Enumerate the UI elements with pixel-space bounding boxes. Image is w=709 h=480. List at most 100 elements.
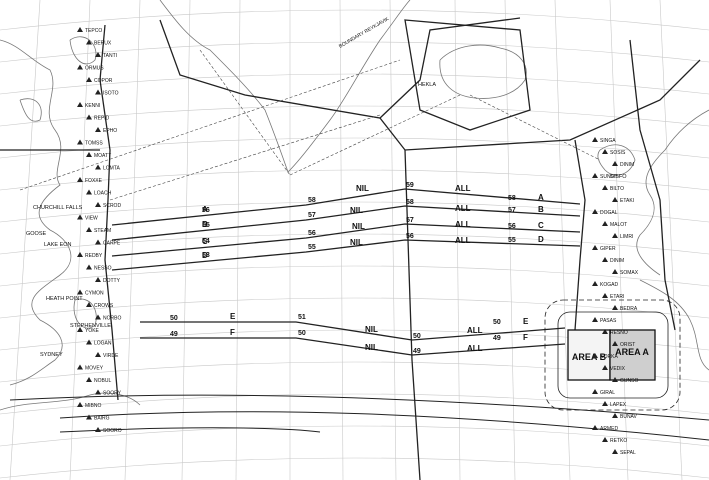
fix-east-label: GIRAL bbox=[600, 390, 615, 396]
fix-west-marker bbox=[95, 352, 101, 357]
fix-west-marker bbox=[86, 189, 92, 195]
fix-west-label: SOORY bbox=[103, 391, 122, 397]
fix-west-label: BERUX bbox=[94, 41, 112, 47]
track-d-entry-lat: 56 bbox=[406, 233, 414, 240]
nil-label-b: NIL bbox=[350, 206, 363, 215]
fix-west-marker bbox=[77, 364, 83, 370]
coastline-west bbox=[0, 36, 141, 411]
area-zones bbox=[544, 299, 681, 411]
track-d-west-lat: 53 bbox=[202, 252, 210, 259]
fix-east-label: SINGA bbox=[600, 138, 616, 144]
fix-east-marker bbox=[602, 149, 608, 154]
fix-east-marker bbox=[612, 269, 618, 274]
fix-west-label: TEPCO bbox=[85, 28, 102, 34]
fix-west-marker bbox=[77, 252, 83, 257]
track-e-line bbox=[140, 321, 566, 341]
fix-east-label: VEDIX bbox=[610, 366, 626, 372]
fix-east-marker bbox=[602, 293, 608, 298]
fix-east-marker bbox=[592, 209, 598, 214]
fix-east-label: LIMRI bbox=[620, 234, 633, 240]
fix-west-marker bbox=[86, 152, 92, 157]
fix-east-label: ETAKI bbox=[620, 198, 634, 204]
fix-west-label: TANTI bbox=[103, 53, 117, 59]
fix-west-label: NOBUL bbox=[94, 378, 111, 384]
track-b-line bbox=[111, 205, 581, 241]
all-label-c: ALL bbox=[455, 220, 471, 229]
fix-east-label: DOGAL bbox=[600, 210, 618, 216]
nil-label-d: NIL bbox=[350, 238, 363, 247]
track-a-east-lat: 58 bbox=[508, 195, 516, 202]
fix-east-label: BILTO bbox=[610, 186, 624, 192]
fix-east-marker bbox=[612, 305, 618, 310]
fix-west-label: KENNI bbox=[85, 103, 100, 109]
fix-west-marker bbox=[95, 277, 101, 282]
fix-east-label: KOGAD bbox=[600, 282, 618, 288]
fix-west-label: CYMON bbox=[85, 291, 104, 297]
fix-west-label: COPOR bbox=[94, 78, 113, 84]
track-f-east-lat: 49 bbox=[493, 335, 501, 342]
fix-east-label: LAPEX bbox=[610, 402, 627, 408]
fix-east-marker bbox=[602, 185, 608, 190]
track-b-east-letter: B bbox=[538, 205, 544, 214]
place-sydney: SYDNEY bbox=[40, 352, 63, 358]
fix-east-label: SUNOT bbox=[600, 174, 618, 180]
place-heath-point: HEATH POINT bbox=[46, 296, 83, 302]
track-c-line bbox=[111, 223, 581, 257]
track-c-letter: C bbox=[202, 237, 208, 246]
track-f-line bbox=[140, 337, 566, 356]
track-c-east-letter: C bbox=[538, 221, 544, 230]
track-b-entry-lat: 58 bbox=[406, 199, 414, 206]
fix-west-marker bbox=[86, 77, 92, 82]
fix-west-label: NESSO bbox=[94, 266, 112, 272]
track-b-east-lat: 57 bbox=[508, 207, 516, 214]
all-label-b: ALL bbox=[455, 204, 471, 213]
coastline-europe bbox=[597, 109, 709, 371]
fix-west-marker bbox=[86, 114, 92, 120]
fix-west-marker bbox=[77, 64, 83, 70]
place-sisfo: SISFO bbox=[610, 174, 627, 180]
fix-west-marker bbox=[77, 102, 83, 107]
track-e-west-lat: 50 bbox=[170, 315, 178, 322]
fix-east-marker bbox=[592, 281, 598, 286]
fix-east-label: ARMED bbox=[600, 426, 618, 432]
fix-east-label: RETKO bbox=[610, 438, 627, 444]
track-d-mid-lat: 55 bbox=[308, 244, 316, 251]
track-f-west-lat: 49 bbox=[170, 331, 178, 338]
fix-west-marker bbox=[86, 339, 92, 345]
fix-west-marker bbox=[86, 302, 92, 307]
coastline-iceland bbox=[439, 44, 527, 99]
track-c-west-lat: 54 bbox=[202, 238, 210, 245]
fix-east-marker bbox=[592, 425, 598, 430]
fix-west-marker bbox=[95, 127, 101, 132]
fix-east-marker bbox=[592, 137, 598, 142]
fix-east-marker bbox=[592, 389, 598, 394]
fix-east-marker bbox=[592, 245, 598, 250]
fix-west-marker bbox=[95, 239, 101, 245]
fix-west-marker bbox=[95, 89, 101, 95]
fir-boundaries bbox=[0, 17, 701, 480]
track-d-east-lat: 55 bbox=[508, 237, 516, 244]
fix-west-label: MOVEY bbox=[85, 366, 104, 372]
fix-west-marker bbox=[95, 314, 101, 320]
track-a-line bbox=[111, 188, 581, 226]
track-a-east-letter: A bbox=[538, 193, 544, 202]
fix-west-marker bbox=[77, 27, 83, 32]
fix-east-label: MALOT bbox=[610, 222, 627, 228]
fixes-east: SINGASOSISDINIMSUNOTBILTOETAKIDOGALMALOT… bbox=[592, 137, 639, 456]
fix-east-label: BUNAV bbox=[620, 414, 638, 420]
fix-east-label: RESNO bbox=[610, 330, 628, 336]
fix-east-label: PASAS bbox=[600, 318, 617, 324]
place-hekla: HEKLA bbox=[418, 82, 436, 88]
track-e-mid-lat: 51 bbox=[298, 314, 306, 321]
fix-west-label: STEAM bbox=[94, 228, 111, 234]
fix-west-label: ISOTO bbox=[103, 91, 119, 97]
fix-west-marker bbox=[77, 139, 83, 145]
fix-west-label: YOKE bbox=[85, 328, 100, 334]
track-b-west-lat: 55 bbox=[202, 222, 210, 229]
track-d-line bbox=[111, 239, 581, 271]
place-stephenville: STEPHENVILLE bbox=[70, 323, 111, 329]
fix-west-label: CROWS bbox=[94, 303, 114, 309]
